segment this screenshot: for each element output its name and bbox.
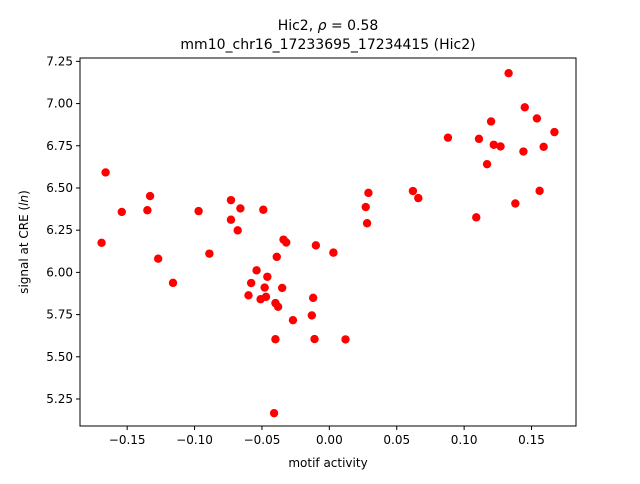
data-point-6 — [168, 278, 178, 288]
data-point-37 — [362, 219, 372, 228]
data-points — [97, 68, 559, 418]
data-point-0 — [97, 238, 106, 248]
data-point-1 — [101, 168, 110, 177]
y-tick-label: 6.50 — [46, 181, 73, 195]
chart-title-line1: Hic2, ρ = 0.58 — [278, 18, 379, 34]
data-point-51 — [520, 103, 529, 112]
data-point-17 — [259, 205, 268, 214]
data-point-4 — [145, 191, 155, 201]
x-axis-ticks: −0.15 −0.10 −0.05 0.00 0.05 0.10 0.15 — [109, 426, 545, 447]
data-point-32 — [311, 241, 321, 250]
data-point-38 — [364, 188, 373, 198]
y-axis-label-prefix: signal at CRE ( — [17, 206, 31, 294]
data-point-50 — [519, 147, 528, 156]
y-tick-label: 6.00 — [46, 265, 73, 279]
data-point-43 — [474, 134, 484, 144]
data-point-53 — [535, 186, 544, 196]
data-point-34 — [329, 248, 338, 257]
x-tick-label: 0.00 — [316, 433, 343, 447]
data-point-48 — [504, 68, 513, 78]
data-point-14 — [246, 278, 256, 288]
x-tick-label: −0.10 — [176, 433, 213, 447]
data-point-9 — [226, 195, 236, 205]
data-point-28 — [282, 238, 291, 247]
y-tick-label: 7.25 — [46, 54, 73, 68]
data-point-7 — [194, 206, 203, 216]
y-tick-label: 5.25 — [46, 392, 73, 406]
data-point-49 — [511, 199, 520, 208]
data-point-22 — [271, 335, 280, 344]
data-point-26 — [277, 283, 287, 293]
chart-title-rho: ρ — [318, 18, 327, 34]
data-point-3 — [143, 206, 152, 215]
data-point-19 — [261, 292, 271, 302]
y-tick-label: 6.25 — [46, 223, 73, 237]
data-point-5 — [153, 254, 163, 263]
data-point-36 — [361, 202, 370, 212]
data-point-15 — [252, 266, 261, 275]
data-point-42 — [472, 213, 481, 222]
data-point-30 — [307, 311, 317, 320]
x-tick-label: 0.10 — [451, 433, 478, 447]
data-point-40 — [414, 193, 423, 203]
data-point-8 — [205, 249, 214, 258]
y-tick-label: 5.50 — [46, 350, 73, 364]
x-tick-label: 0.05 — [383, 433, 410, 447]
x-tick-label: −0.05 — [244, 433, 281, 447]
data-point-44 — [482, 159, 492, 169]
data-point-21 — [269, 408, 279, 418]
data-point-46 — [489, 140, 498, 149]
data-point-39 — [408, 186, 418, 196]
data-point-11 — [233, 226, 242, 235]
y-axis-label-suffix: ) — [17, 190, 31, 195]
data-point-47 — [496, 142, 505, 151]
data-point-33 — [310, 334, 319, 344]
y-axis-label: signal at CRE (ln) — [17, 190, 31, 294]
plot-area-frame — [79, 57, 577, 427]
data-point-18 — [260, 283, 269, 292]
data-point-52 — [532, 114, 542, 123]
chart-title-prefix: Hic2, — [278, 18, 318, 34]
x-tick-label: 0.15 — [518, 433, 545, 447]
x-tick-label: −0.15 — [109, 433, 146, 447]
x-axis-label: motif activity — [288, 456, 367, 470]
y-tick-label: 6.75 — [46, 139, 73, 153]
y-axis-ticks: 5.25 5.50 5.75 6.00 6.25 6.50 6.75 7.00 7.25 — [46, 54, 80, 406]
chart-title-rho-value: = 0.58 — [327, 18, 379, 34]
data-point-13 — [244, 291, 253, 300]
data-point-29 — [288, 315, 298, 325]
y-tick-label: 7.00 — [46, 97, 73, 111]
y-tick-label: 5.75 — [46, 308, 73, 322]
data-point-12 — [236, 204, 245, 213]
data-point-25 — [273, 302, 283, 312]
data-point-31 — [308, 293, 318, 303]
y-axis-label-italic: ln — [17, 195, 31, 206]
data-point-41 — [443, 133, 453, 142]
data-point-45 — [486, 117, 496, 126]
data-point-10 — [226, 215, 236, 224]
data-point-55 — [550, 127, 559, 137]
data-point-2 — [117, 207, 126, 217]
data-point-24 — [272, 252, 281, 262]
data-point-20 — [263, 272, 272, 281]
data-point-35 — [341, 335, 350, 344]
chart-title-line2: mm10_chr16_17233695_17234415 (Hic2) — [180, 37, 475, 53]
data-point-54 — [539, 142, 548, 151]
